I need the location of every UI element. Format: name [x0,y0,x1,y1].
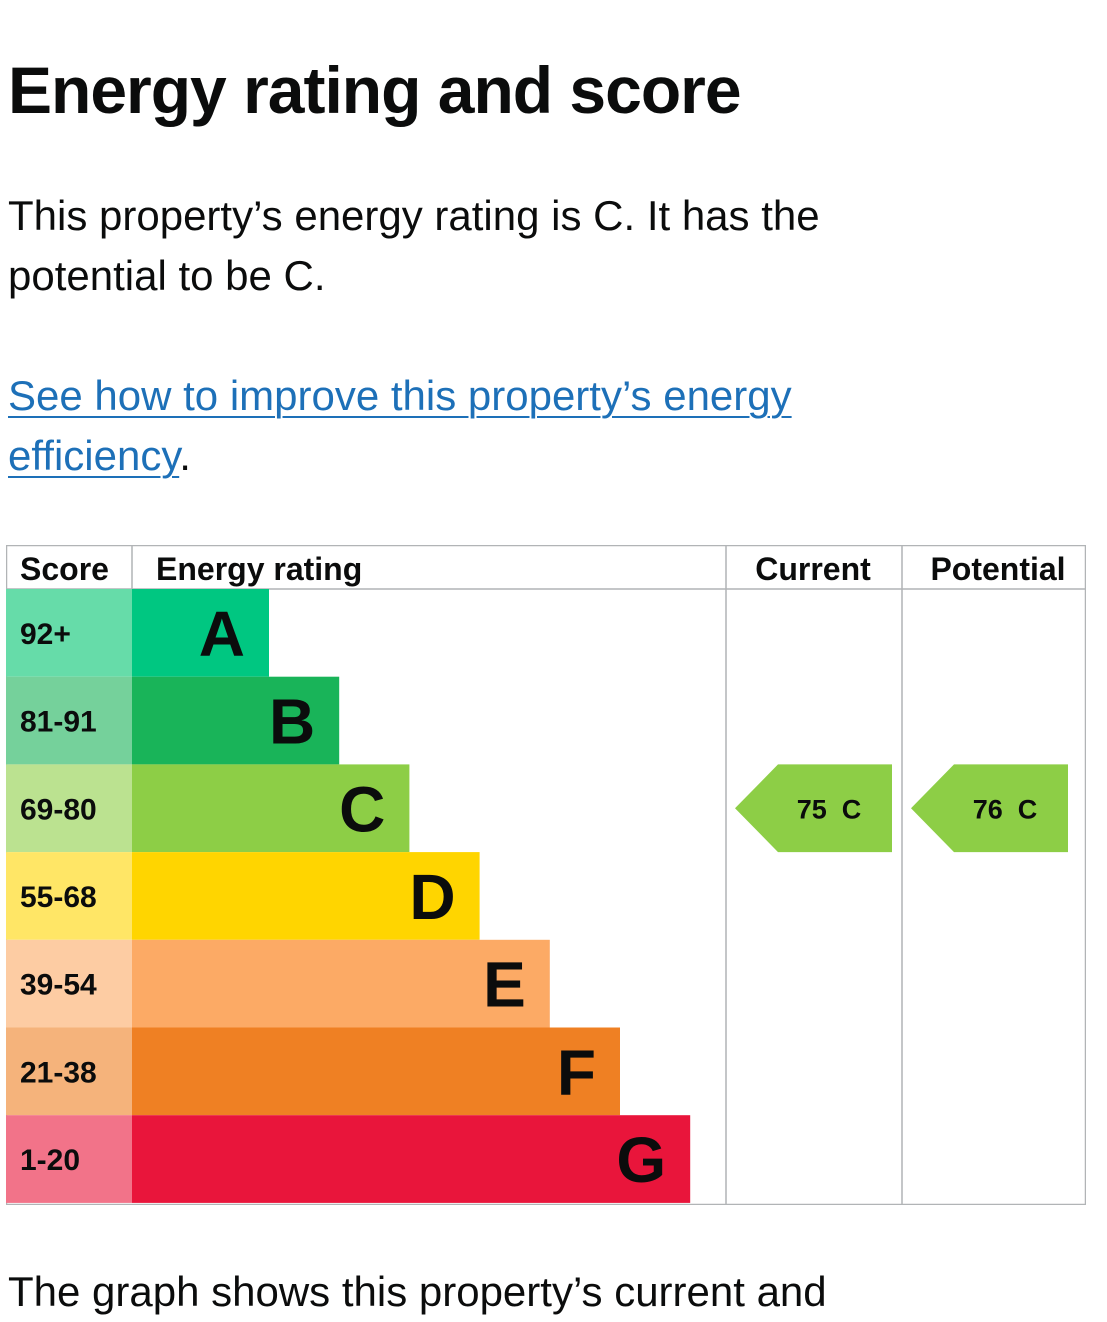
rating-letter-e: E [483,949,526,1021]
score-label-f: 21-38 [20,1056,97,1089]
rating-bar-g [132,1115,691,1203]
rating-summary: This property’s energy rating is C. It h… [8,192,820,299]
rating-bar-d [132,852,480,940]
rating-letter-a: A [199,598,245,670]
score-label-g: 1-20 [20,1144,80,1177]
score-cell-e [6,939,132,1028]
rating-letter-b: B [269,686,315,758]
potential-rating-arrow [911,764,1068,853]
score-label-a: 92+ [20,618,71,651]
score-cell-d [6,852,132,940]
score-label-c: 69-80 [20,793,97,826]
rating-bar-a [132,589,269,677]
score-label-d: 55-68 [20,881,97,914]
improve-link-paragraph: See how to improve this property’s energ… [8,366,968,486]
score-label-b: 81-91 [20,706,97,739]
score-cell-c [6,764,132,853]
rating-bar-e [132,939,550,1028]
score-cell-f [6,1027,132,1116]
rating-letter-f: F [557,1036,596,1108]
link-suffix: . [179,432,191,479]
energy-rating-chart: Score Energy rating Current Potential 92… [6,545,1086,1205]
page-title: Energy rating and score [8,53,742,127]
rating-bar-f [132,1027,620,1116]
score-cell-b [6,676,132,765]
rating-bar-c [132,764,410,853]
header-score: Score [20,551,109,587]
header-energy-rating: Energy rating [156,551,362,587]
improve-efficiency-link[interactable]: See how to improve this property’s energ… [8,372,792,479]
current-rating-label: 75 C [797,794,862,824]
rating-letter-c: C [339,773,385,845]
score-cell-g [6,1115,132,1203]
score-cell-a [6,589,132,677]
rating-letter-g: G [616,1124,666,1196]
header-potential: Potential [930,551,1065,587]
energy-rating-graph: Score Energy rating Current Potential 92… [6,545,1086,1205]
current-rating-arrow [735,764,892,853]
graph-description: The graph shows this property’s current … [8,1268,827,1315]
score-label-e: 39-54 [20,969,97,1002]
header-current: Current [755,551,871,587]
rating-bar-b [132,676,340,765]
rating-letter-d: D [409,861,455,933]
potential-rating-label: 76 C [973,794,1038,824]
